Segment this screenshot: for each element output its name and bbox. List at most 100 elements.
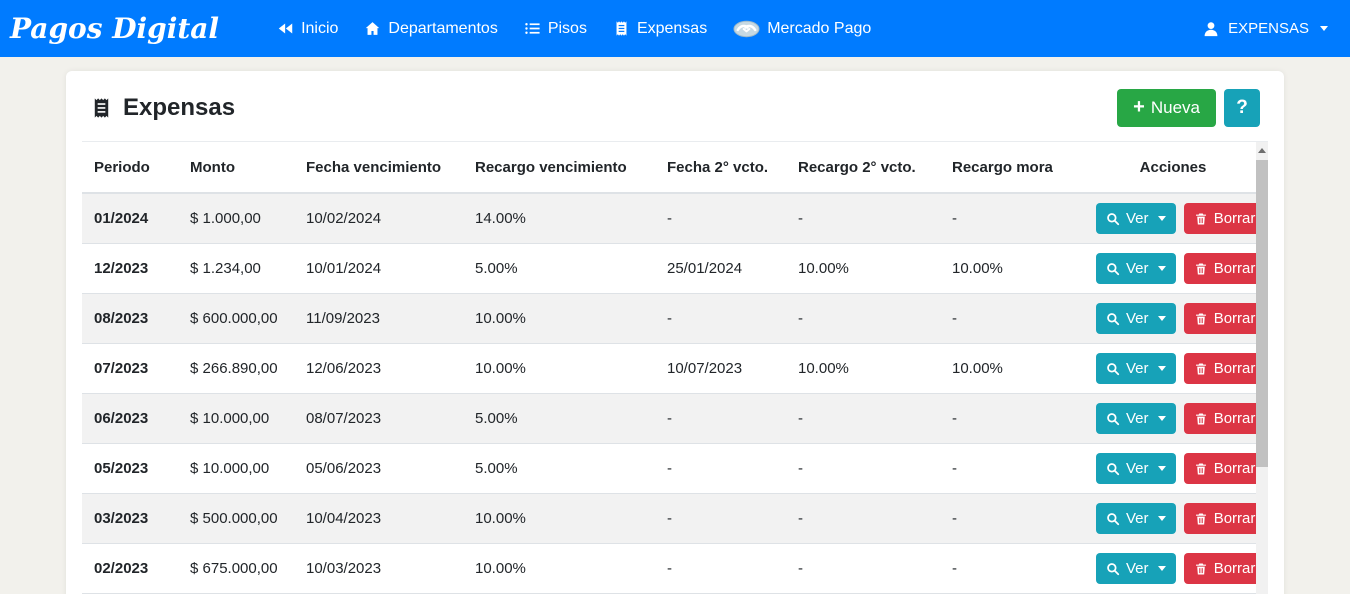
borrar-button-label: Borrar bbox=[1213, 510, 1256, 527]
vertical-scrollbar[interactable] bbox=[1256, 142, 1268, 594]
cell-acciones: Ver Borrar bbox=[1090, 243, 1256, 294]
cell-recargo-2-vcto: - bbox=[786, 293, 940, 344]
column-header-recargo-vencimiento: Recargo vencimiento bbox=[463, 142, 655, 194]
ver-button[interactable]: Ver bbox=[1096, 253, 1176, 284]
chevron-down-icon bbox=[1157, 516, 1166, 521]
user-menu[interactable]: EXPENSAS bbox=[1200, 12, 1330, 46]
borrar-button[interactable]: Borrar bbox=[1183, 203, 1256, 234]
cell-recargo-vencimiento: 10.00% bbox=[463, 343, 655, 394]
ver-button[interactable]: Ver bbox=[1096, 303, 1176, 334]
nav-item-inicio[interactable]: Inicio bbox=[267, 12, 348, 46]
expensas-table: Periodo Monto Fecha vencimiento Recargo … bbox=[82, 142, 1256, 594]
cell-fecha-2-vcto: 25/01/2024 bbox=[655, 243, 786, 294]
scrollbar-thumb[interactable] bbox=[1256, 160, 1268, 467]
table-header-row: Periodo Monto Fecha vencimiento Recargo … bbox=[82, 142, 1256, 194]
borrar-button[interactable]: Borrar bbox=[1183, 403, 1256, 434]
ver-button[interactable]: Ver bbox=[1096, 553, 1176, 584]
cell-fecha-2-vcto: - bbox=[655, 443, 786, 494]
cell-acciones: Ver Borrar bbox=[1090, 543, 1256, 594]
cell-monto: $ 1.234,00 bbox=[178, 243, 294, 294]
cell-fecha-vencimiento: 08/07/2023 bbox=[294, 393, 463, 444]
cell-recargo-vencimiento: 5.00% bbox=[463, 243, 655, 294]
cell-periodo: 06/2023 bbox=[82, 393, 178, 444]
cell-recargo-vencimiento: 5.00% bbox=[463, 393, 655, 444]
borrar-button[interactable]: Borrar bbox=[1183, 353, 1256, 384]
cell-acciones: Ver Borrar bbox=[1090, 493, 1256, 544]
nueva-button-label: Nueva bbox=[1150, 98, 1200, 117]
trash-icon bbox=[1194, 462, 1208, 476]
cell-periodo: 03/2023 bbox=[82, 493, 178, 544]
cell-fecha-vencimiento: 10/04/2023 bbox=[294, 493, 463, 544]
trash-icon bbox=[1194, 262, 1208, 276]
cell-periodo: 01/2024 bbox=[82, 193, 178, 244]
ver-button-label: Ver bbox=[1126, 510, 1149, 527]
cell-recargo-mora: - bbox=[940, 393, 1090, 444]
chevron-down-icon bbox=[1157, 266, 1166, 271]
column-header-recargo-2-vcto: Recargo 2° vcto. bbox=[786, 142, 940, 194]
help-button[interactable]: ? bbox=[1224, 89, 1260, 127]
rewind-icon bbox=[277, 20, 294, 37]
nav-item-label: Inicio bbox=[301, 19, 339, 37]
nav-item-label: Pisos bbox=[547, 19, 587, 37]
scrollbar-up-button[interactable] bbox=[1256, 142, 1268, 159]
cell-recargo-mora: - bbox=[940, 493, 1090, 544]
cell-fecha-2-vcto: - bbox=[655, 543, 786, 594]
cell-monto: $ 10.000,00 bbox=[178, 443, 294, 494]
cell-recargo-mora: - bbox=[940, 543, 1090, 594]
nav-item-pisos[interactable]: Pisos bbox=[514, 12, 597, 46]
mercadopago-handshake-icon bbox=[733, 20, 760, 38]
cell-monto: $ 266.890,00 bbox=[178, 343, 294, 394]
search-icon bbox=[1106, 362, 1120, 376]
nav-item-label: Departamentos bbox=[388, 19, 498, 37]
card-header: Expensas + Nueva ? bbox=[82, 87, 1268, 127]
cell-recargo-2-vcto: 10.00% bbox=[786, 243, 940, 294]
ver-button-label: Ver bbox=[1126, 460, 1149, 477]
cell-fecha-2-vcto: - bbox=[655, 293, 786, 344]
table-row: 02/2023 $ 675.000,00 10/03/2023 10.00% -… bbox=[82, 543, 1256, 594]
trash-icon bbox=[1194, 362, 1208, 376]
borrar-button[interactable]: Borrar bbox=[1183, 303, 1256, 334]
cell-acciones: Ver Borrar bbox=[1090, 443, 1256, 494]
brand-logo[interactable]: Pagos Digital bbox=[10, 12, 220, 45]
cell-recargo-2-vcto: - bbox=[786, 193, 940, 244]
cell-monto: $ 675.000,00 bbox=[178, 543, 294, 594]
nav-item-departamentos[interactable]: Departamentos bbox=[354, 12, 507, 46]
home-icon bbox=[364, 20, 381, 37]
ver-button[interactable]: Ver bbox=[1096, 353, 1176, 384]
ver-button[interactable]: Ver bbox=[1096, 403, 1176, 434]
cell-recargo-2-vcto: - bbox=[786, 443, 940, 494]
search-icon bbox=[1106, 562, 1120, 576]
ver-button-label: Ver bbox=[1126, 560, 1149, 577]
search-icon bbox=[1106, 512, 1120, 526]
borrar-button[interactable]: Borrar bbox=[1183, 503, 1256, 534]
cell-fecha-vencimiento: 12/06/2023 bbox=[294, 343, 463, 394]
plus-icon: + bbox=[1133, 96, 1145, 118]
cell-acciones: Ver Borrar bbox=[1090, 343, 1256, 394]
cell-monto: $ 600.000,00 bbox=[178, 293, 294, 344]
nueva-button[interactable]: + Nueva bbox=[1117, 89, 1216, 127]
cell-monto: $ 500.000,00 bbox=[178, 493, 294, 544]
cell-periodo: 08/2023 bbox=[82, 293, 178, 344]
chevron-down-icon bbox=[1157, 316, 1166, 321]
cell-recargo-vencimiento: 10.00% bbox=[463, 293, 655, 344]
borrar-button[interactable]: Borrar bbox=[1183, 253, 1256, 284]
cell-monto: $ 10.000,00 bbox=[178, 393, 294, 444]
cell-periodo: 07/2023 bbox=[82, 343, 178, 394]
nav-item-mercado-pago[interactable]: Mercado Pago bbox=[723, 12, 881, 46]
borrar-button-label: Borrar bbox=[1213, 210, 1256, 227]
borrar-button-label: Borrar bbox=[1213, 560, 1256, 577]
borrar-button[interactable]: Borrar bbox=[1183, 553, 1256, 584]
nav-item-expensas[interactable]: Expensas bbox=[603, 12, 717, 46]
search-icon bbox=[1106, 262, 1120, 276]
main-content: Expensas + Nueva ? bbox=[0, 57, 1350, 594]
trash-icon bbox=[1194, 312, 1208, 326]
ver-button[interactable]: Ver bbox=[1096, 453, 1176, 484]
nav-item-label: Expensas bbox=[636, 19, 708, 37]
borrar-button[interactable]: Borrar bbox=[1183, 453, 1256, 484]
ver-button[interactable]: Ver bbox=[1096, 203, 1176, 234]
ver-button[interactable]: Ver bbox=[1096, 503, 1176, 534]
cell-recargo-2-vcto: - bbox=[786, 393, 940, 444]
cell-fecha-vencimiento: 10/03/2023 bbox=[294, 543, 463, 594]
cell-recargo-vencimiento: 10.00% bbox=[463, 493, 655, 544]
table-row: 01/2024 $ 1.000,00 10/02/2024 14.00% - -… bbox=[82, 193, 1256, 244]
